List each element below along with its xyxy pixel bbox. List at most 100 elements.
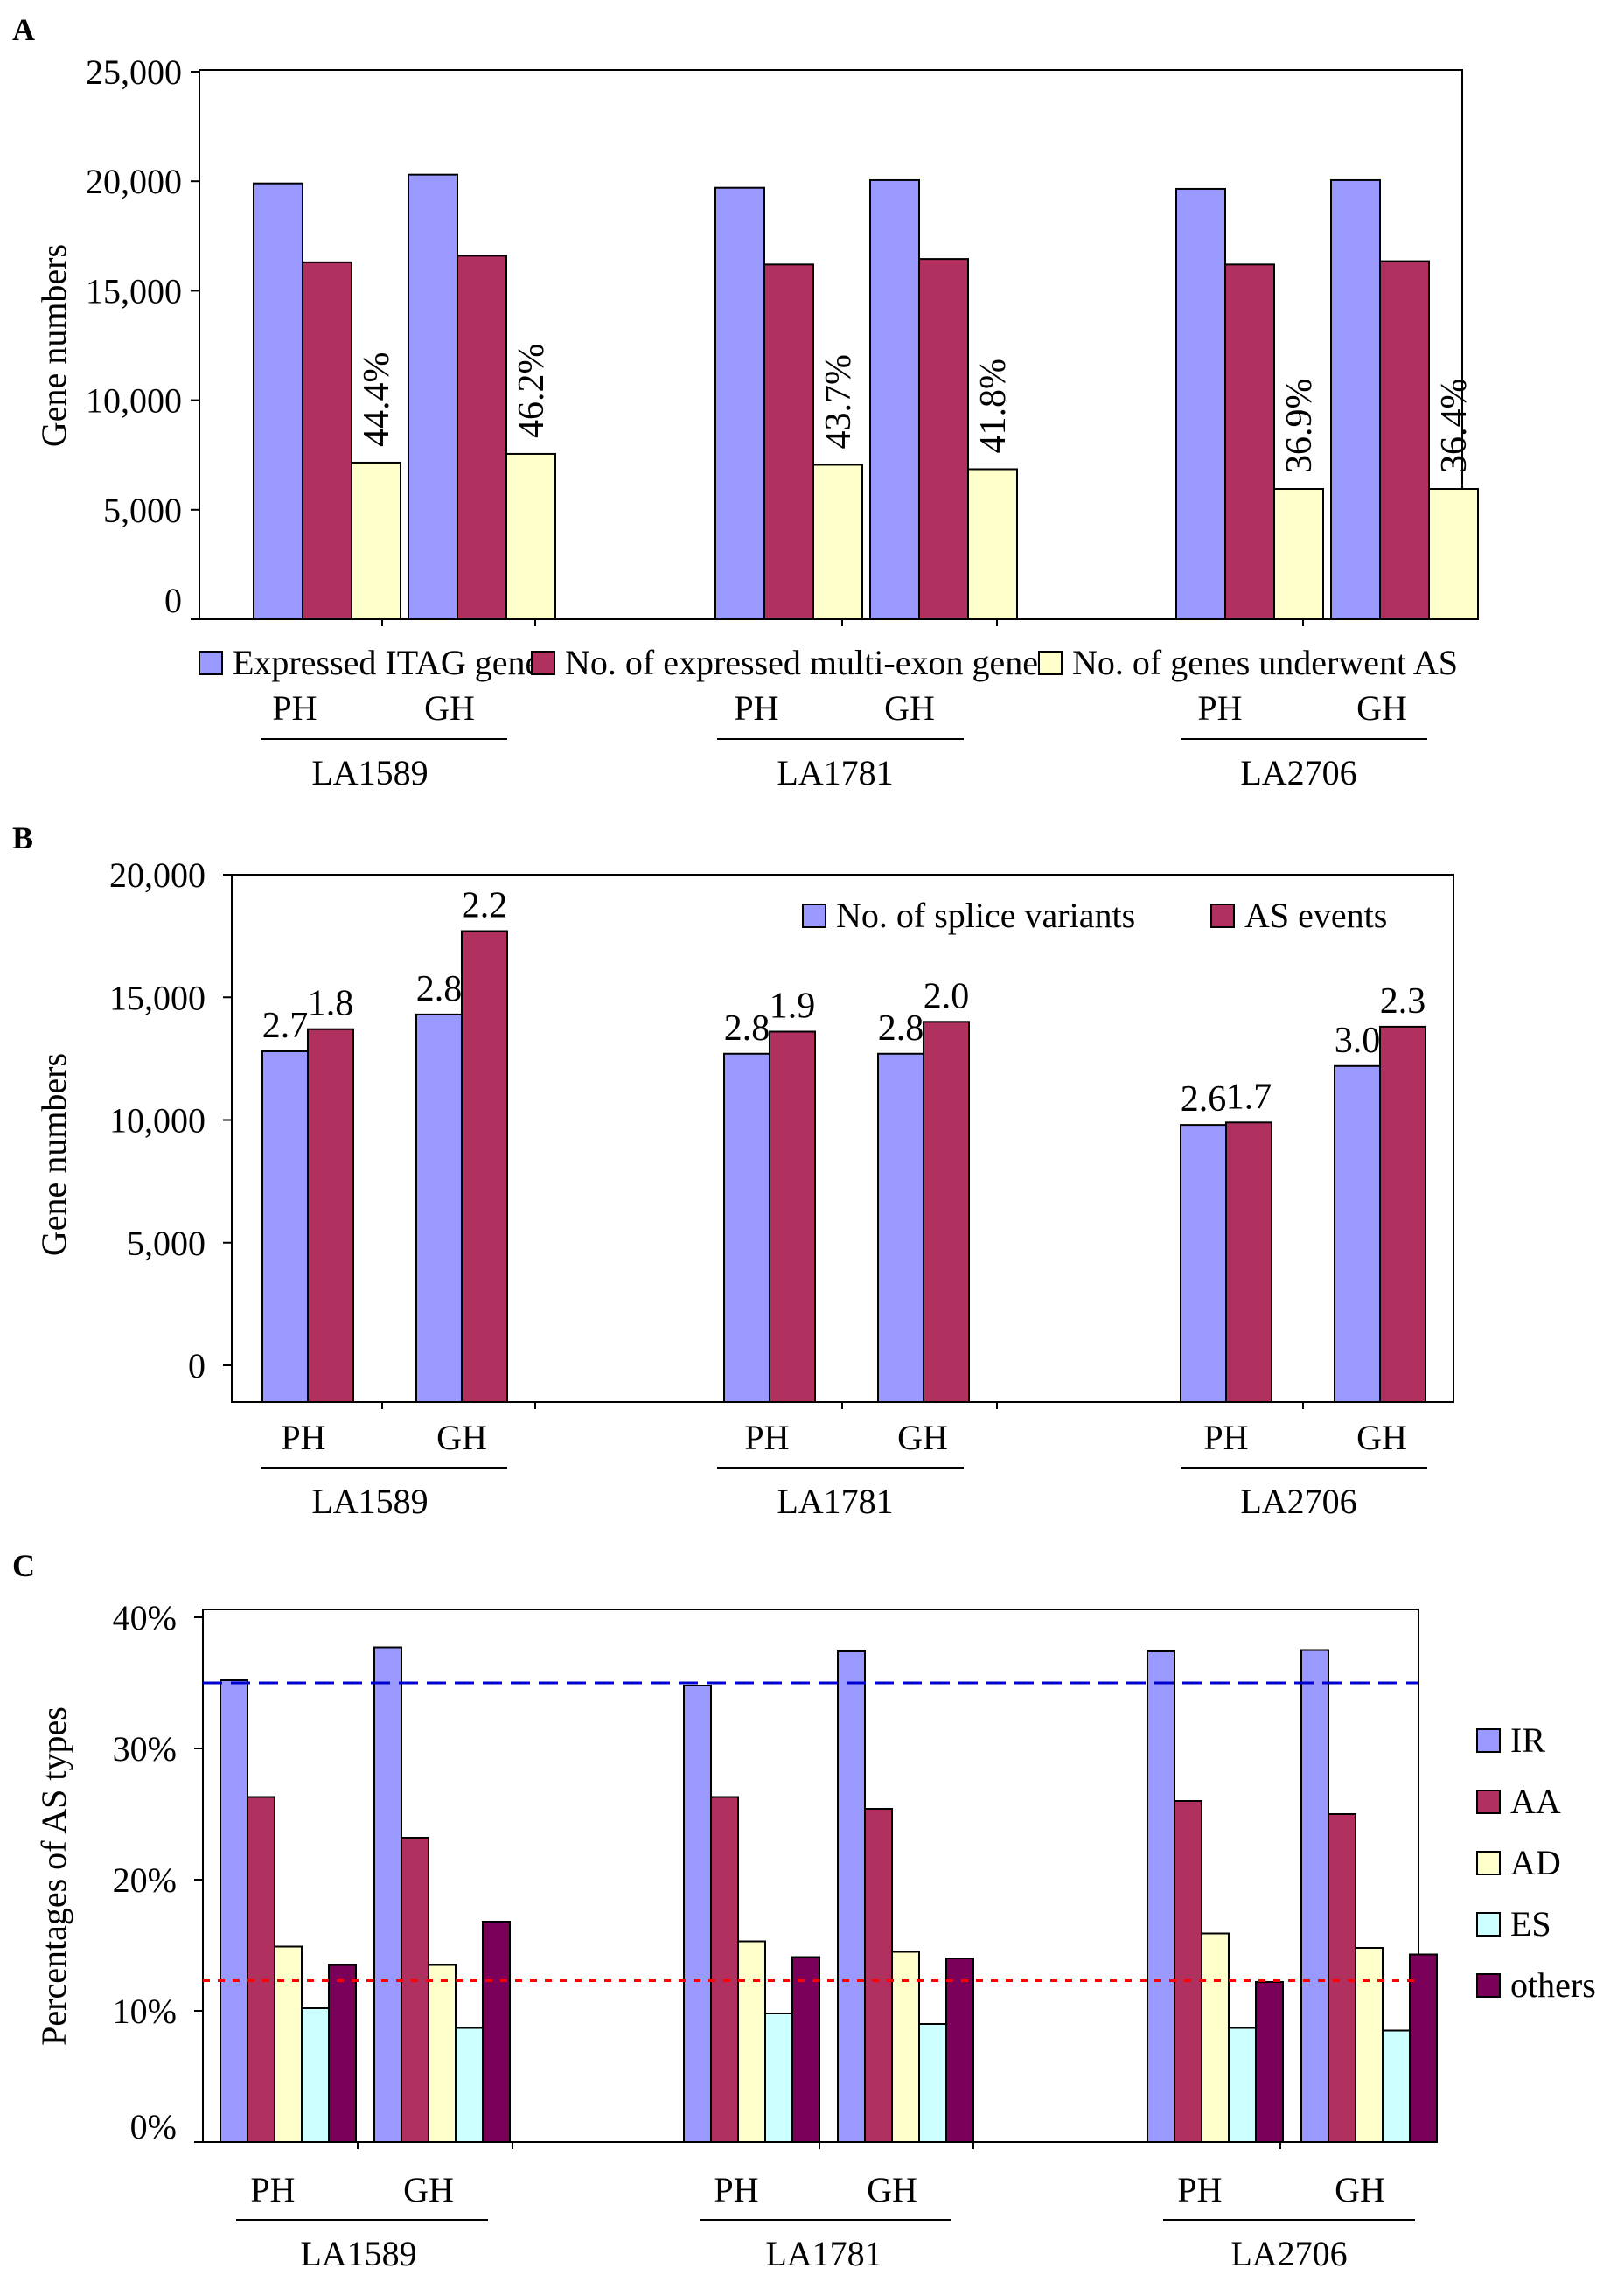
- bar-c: [401, 1837, 429, 2143]
- y-tick-label: 10,000: [109, 1101, 206, 1141]
- bar-b: [261, 1050, 309, 1403]
- category-label: PH: [1203, 1418, 1248, 1457]
- bar-a: [812, 464, 863, 621]
- bar-c: [328, 1964, 357, 2143]
- y-tick-label: 0: [188, 1346, 206, 1385]
- category-label: PH: [744, 1418, 789, 1457]
- bar-c: [1228, 2027, 1257, 2143]
- bar-a: [302, 261, 352, 620]
- data-label-b: 2.8: [416, 969, 463, 1009]
- category-label: GH: [424, 688, 475, 728]
- bar-c: [1147, 1650, 1175, 2143]
- y-tick-label: 5,000: [127, 1224, 206, 1263]
- data-label-b: 1.9: [770, 987, 816, 1027]
- category-label: PH: [272, 688, 317, 728]
- data-label-b: 1.8: [308, 984, 354, 1024]
- category-label: GH: [867, 2170, 917, 2209]
- category-label: GH: [436, 1418, 487, 1457]
- group-label: LA1589: [311, 753, 428, 792]
- y-tick-label: 20,000: [109, 855, 206, 895]
- y-tick-label: 40%: [113, 1598, 177, 1637]
- y-axis-label: Gene numbers: [34, 244, 73, 447]
- legend-swatch: [1476, 1912, 1501, 1937]
- bar-c: [791, 1956, 820, 2143]
- bar-c: [945, 1958, 974, 2143]
- y-axis-label: Gene numbers: [34, 1053, 73, 1256]
- category-label: PH: [1177, 2170, 1222, 2209]
- category-label: GH: [1335, 2170, 1385, 2209]
- group-label: LA1589: [311, 1482, 428, 1521]
- y-tick-label: 15,000: [109, 978, 206, 1017]
- bar-c: [864, 1808, 893, 2143]
- bar-a: [918, 258, 969, 620]
- bar-c: [301, 2007, 330, 2143]
- data-label-b: 2.8: [724, 1008, 770, 1049]
- legend-label: AD: [1510, 1843, 1561, 1882]
- bar-c: [482, 1921, 511, 2143]
- bar-b: [415, 1013, 463, 1403]
- y-tick-label: 10,000: [86, 381, 182, 421]
- legend-swatch: [1476, 1973, 1501, 1998]
- bar-c: [710, 1796, 739, 2143]
- bar-b: [923, 1021, 970, 1404]
- bar-a: [408, 173, 458, 621]
- bar-a: [457, 255, 507, 620]
- bar-b: [1379, 1025, 1426, 1404]
- bar-c: [683, 1685, 712, 2143]
- bar-b: [1180, 1124, 1227, 1403]
- data-label-a: 36.9%: [1279, 379, 1320, 474]
- bar-c: [764, 2013, 793, 2143]
- data-label-a: 36.4%: [1434, 379, 1474, 474]
- bar-c: [1201, 1932, 1230, 2143]
- legend-swatch: [1476, 1851, 1501, 1875]
- chart-a: 0 5,000 10,000 15,000 20,000 25,000 44.4% 46.2%…: [34, 52, 1479, 792]
- category-label: GH: [1356, 688, 1407, 728]
- bar-c: [373, 1646, 402, 2143]
- bar-a: [1428, 488, 1479, 621]
- data-label-a: 44.4%: [357, 352, 397, 447]
- bar-a: [869, 178, 920, 620]
- bar-c: [274, 1945, 303, 2143]
- data-label-a: 46.2%: [512, 343, 552, 438]
- bar-b: [1334, 1064, 1381, 1404]
- legend-label: No. of splice variants: [836, 896, 1135, 935]
- group-label: LA1781: [777, 753, 893, 792]
- data-label-a: 43.7%: [819, 354, 859, 450]
- category-label: PH: [734, 688, 778, 728]
- group-label: LA1781: [765, 2234, 882, 2273]
- category-label: PH: [1197, 688, 1242, 728]
- bar-a: [351, 461, 401, 620]
- y-tick-label: 20%: [113, 1860, 177, 1900]
- panel-label-b: B: [12, 820, 33, 855]
- y-tick-label: 15,000: [86, 271, 182, 311]
- y-tick-label: 20,000: [86, 162, 182, 201]
- bar-c: [1382, 2029, 1411, 2143]
- group-label: LA1589: [300, 2234, 416, 2273]
- bar-c: [455, 2027, 484, 2143]
- group-label: LA2706: [1240, 1482, 1356, 1521]
- bar-b: [877, 1052, 924, 1403]
- data-label-b: 2.7: [262, 1006, 309, 1046]
- bar-a: [505, 452, 556, 620]
- panel-label-a: A: [12, 12, 35, 47]
- category-label: GH: [403, 2170, 454, 2209]
- legend-label: AS events: [1244, 896, 1387, 935]
- category-label: PH: [250, 2170, 295, 2209]
- y-tick-label: 25,000: [86, 52, 182, 92]
- chart-c: 0% 10% 20% 30% 40% Percentages of AS types IR A…: [34, 1598, 1596, 2273]
- bar-c: [220, 1679, 248, 2143]
- bar-c: [1255, 1981, 1284, 2143]
- y-axis-label: Percentages of AS types: [34, 1706, 73, 2046]
- legend-label: IR: [1510, 1720, 1545, 1760]
- category-label: GH: [884, 688, 935, 728]
- data-label-b: 2.3: [1380, 981, 1426, 1022]
- bar-c: [1174, 1800, 1202, 2143]
- bar-a: [1379, 260, 1430, 620]
- legend-swatch: [1476, 1790, 1501, 1814]
- data-label-b: 2.8: [878, 1008, 924, 1049]
- bar-b: [461, 930, 508, 1403]
- bar-a: [1330, 178, 1381, 620]
- legend-swatch: [1038, 651, 1063, 675]
- legend-label: No. of genes underwent AS: [1072, 643, 1458, 682]
